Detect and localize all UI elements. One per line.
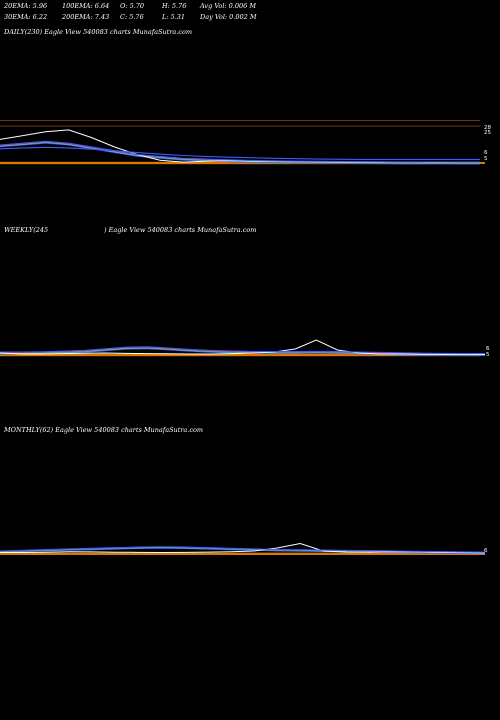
daily-axis-label-25: 25 [484, 130, 491, 136]
ema20-value: 20EMA: 5.96 [4, 2, 48, 10]
daily-axis-label-5: 5 [484, 156, 488, 162]
ema200-value: 200EMA: 7.43 [62, 13, 110, 21]
svg-daily-series-ema-slow [0, 146, 480, 160]
svg-daily-orange-band [0, 162, 485, 164]
monthly-chart: 6 [0, 542, 488, 555]
svg-monthly-orange-band [0, 553, 485, 555]
avg-vol-value: Avg Vol: 0.006 M [200, 2, 257, 10]
monthly-axis-label-6: 6 [484, 548, 488, 554]
svg-weekly-orange-band [0, 354, 485, 356]
low-value: L: 5.31 [162, 13, 186, 21]
ema100-value: 100EMA: 6.64 [62, 2, 110, 10]
daily-panel-title: DAILY(230) Eagle View 540083 charts Muna… [4, 28, 193, 36]
svg-monthly-series-price [0, 542, 486, 554]
monthly-panel-title: MONTHLY(62) Eagle View 540083 charts Mun… [4, 426, 204, 434]
svg-monthly-band-line-3 [0, 547, 486, 555]
weekly-panel-title-a: WEEKLY(245 [4, 226, 49, 234]
svg-weekly-series-ema [0, 346, 485, 355]
ema30-value: 30EMA: 6.22 [4, 13, 48, 21]
svg-weekly-series-price [0, 339, 486, 355]
open-value: O: 5.70 [120, 2, 145, 10]
svg-daily-band-line-3 [0, 142, 480, 165]
daily-chart: 28 25 6 5 [0, 120, 491, 165]
svg-daily-band-line-2 [0, 142, 480, 164]
close-value: C: 5.76 [120, 13, 144, 21]
weekly-chart: 6 5 [0, 339, 490, 358]
svg-monthly-series-ema [0, 546, 486, 553]
weekly-axis-label-5: 5 [486, 352, 490, 358]
weekly-axis-label-6: 6 [486, 346, 490, 352]
daily-axis-label-28: 28 [484, 125, 491, 131]
svg-daily-series-ema-fast [0, 140, 480, 163]
high-value: H: 5.76 [162, 2, 187, 10]
weekly-panel-title-b: ) Eagle View 540083 charts MunafaSutra.c… [104, 226, 257, 234]
day-vol-value: Day Vol: 0.002 M [200, 13, 257, 21]
daily-axis-label-6: 6 [484, 150, 488, 156]
